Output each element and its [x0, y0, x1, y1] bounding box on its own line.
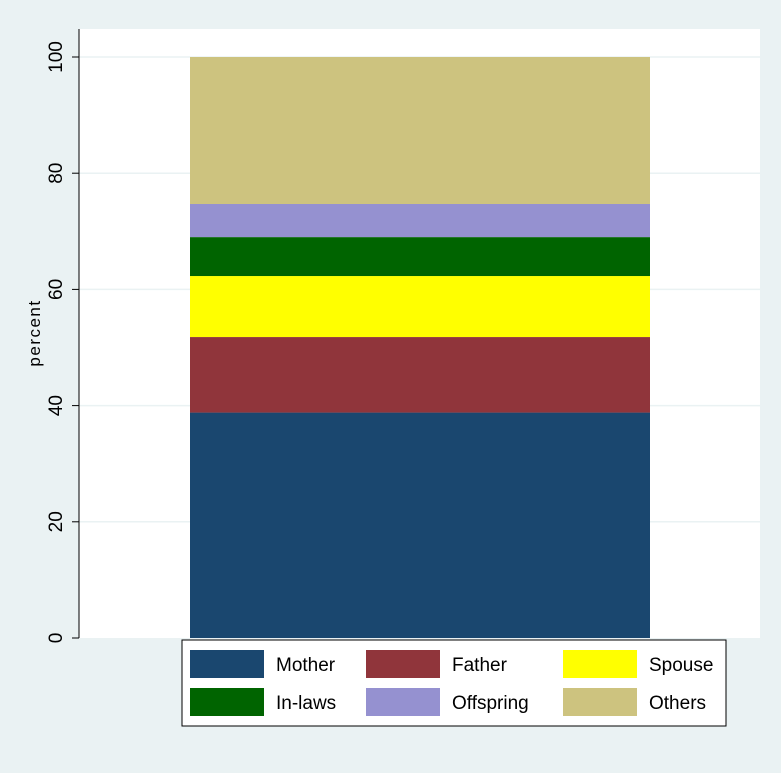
- y-tick-label: 0: [46, 633, 67, 644]
- legend-label: In-laws: [276, 693, 336, 714]
- y-tick-label: 20: [46, 511, 67, 532]
- bar-segment-spouse: [190, 276, 650, 338]
- bar-segment-mother: [190, 412, 650, 638]
- y-tick-label: 60: [46, 279, 67, 300]
- legend-swatch: [563, 650, 637, 678]
- legend-label: Father: [452, 655, 508, 676]
- bar-segment-offspring: [190, 203, 650, 238]
- legend-swatch: [366, 650, 440, 678]
- legend-label: Others: [649, 693, 706, 714]
- legend-swatch: [563, 688, 637, 716]
- legend-label: Offspring: [452, 693, 529, 714]
- bar-segment-in-laws: [190, 237, 650, 277]
- legend-label: Mother: [276, 655, 336, 676]
- y-tick-label: 80: [46, 163, 67, 184]
- bar-segments: [190, 57, 650, 638]
- legend-label: Spouse: [649, 655, 713, 676]
- y-tick-label: 40: [46, 395, 67, 416]
- legend-swatch: [366, 688, 440, 716]
- legend-swatch: [190, 688, 264, 716]
- y-axis-ticks: 0 20 40 60 80 100: [46, 41, 79, 643]
- bar-segment-others: [190, 57, 650, 204]
- legend-swatch: [190, 650, 264, 678]
- bar-segment-father: [190, 337, 650, 413]
- legend: Mother Father Spouse In-laws Offspring Others: [181, 639, 727, 727]
- y-axis-label: percent: [25, 299, 44, 366]
- y-tick-label: 100: [46, 41, 67, 73]
